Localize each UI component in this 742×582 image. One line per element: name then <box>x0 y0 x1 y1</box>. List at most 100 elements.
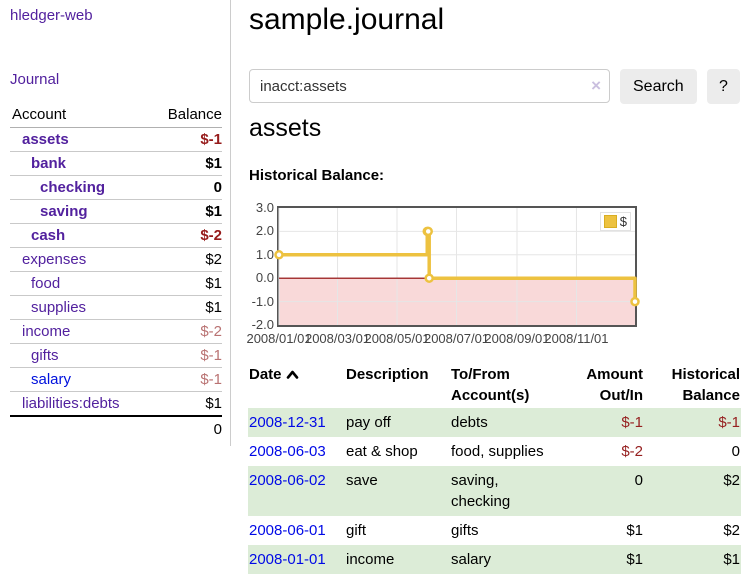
x-tick-label: 2008/11/01 <box>544 331 609 346</box>
transaction-row: 2008-12-31 pay off debts $-1 $-1 <box>248 408 741 437</box>
search-input-wrap: × <box>249 69 610 103</box>
transaction-date-link[interactable]: 2008-06-01 <box>249 522 326 539</box>
y-tick-label: -1.0 <box>251 293 274 309</box>
search-button[interactable]: Search <box>620 69 697 104</box>
page-title: sample.journal <box>249 3 445 36</box>
search-form: × Search ? <box>249 69 742 105</box>
account-row-salary: salary $-1 <box>10 368 222 392</box>
help-button[interactable]: ? <box>707 69 740 104</box>
sort-ascending-icon <box>286 364 299 385</box>
transaction-amount: 0 <box>634 472 643 489</box>
x-tick-label: 2008/05/01 <box>364 331 430 346</box>
account-row-gifts: gifts $-1 <box>10 344 222 368</box>
account-link-saving[interactable]: saving <box>40 203 88 220</box>
column-header-amount-line2: Out/In <box>599 387 643 404</box>
transaction-balance: 0 <box>731 443 740 460</box>
account-link-food[interactable]: food <box>31 275 61 292</box>
transaction-row: 2008-06-01 gift gifts $1 $2 <box>248 516 741 545</box>
column-header-date-sort[interactable]: Date <box>248 362 345 408</box>
column-header-historical-balance: Historical Balance <box>644 362 741 408</box>
transaction-row: 2008-06-03 eat & shop food, supplies $-2… <box>248 437 741 466</box>
historical-balance-chart: 3.0 2.0 1.0 0.0 -1.0 -2.0 $ 2008/01/01 2008/03… <box>246 200 742 351</box>
search-input[interactable] <box>249 69 610 103</box>
chart-canvas <box>274 208 640 325</box>
account-link-income[interactable]: income <box>22 323 71 340</box>
transaction-date-link[interactable]: 2008-06-02 <box>249 472 326 489</box>
account-balance: $1 <box>205 395 222 412</box>
transaction-description: eat & shop <box>346 443 418 460</box>
account-balance: 0 <box>213 179 222 196</box>
column-header-balance-line2: Balance <box>682 387 740 404</box>
transaction-balance: $2 <box>723 522 740 539</box>
account-balance: $-1 <box>200 371 222 388</box>
accounts-total-row: 0 <box>10 417 222 442</box>
app-title-link[interactable]: hledger-web <box>10 7 93 24</box>
legend-swatch-icon <box>603 215 617 228</box>
y-tick-label: 3.0 <box>255 200 274 215</box>
account-balance: $-2 <box>200 227 222 244</box>
account-row-checking: checking 0 <box>10 176 222 200</box>
y-tick-label: -2.0 <box>251 317 274 332</box>
account-link-bank[interactable]: bank <box>31 155 67 172</box>
transaction-amount: $1 <box>626 551 643 568</box>
account-link-liabilities-debts[interactable]: liabilities:debts <box>22 395 120 412</box>
account-link-gifts[interactable]: gifts <box>31 347 59 364</box>
transaction-date-link[interactable]: 2008-01-01 <box>249 551 326 568</box>
transaction-accounts: salary <box>451 551 492 568</box>
account-link-salary[interactable]: salary <box>31 371 72 388</box>
account-row-supplies: supplies $1 <box>10 296 222 320</box>
transaction-date-link[interactable]: 2008-12-31 <box>249 414 326 431</box>
account-row-income: income $-2 <box>10 320 222 344</box>
account-link-assets[interactable]: assets <box>22 131 69 148</box>
accounts-header-account: Account <box>12 106 67 123</box>
chart-y-axis-labels: 3.0 2.0 1.0 0.0 -1.0 -2.0 <box>248 200 274 332</box>
register-header-row: Date Description To/From Account(s) Amou… <box>248 362 741 408</box>
transaction-date-link[interactable]: 2008-06-03 <box>249 443 326 460</box>
column-header-accounts: To/From Account(s) <box>450 362 561 408</box>
account-balance: $2 <box>205 251 222 268</box>
clear-search-icon[interactable]: × <box>591 76 601 95</box>
account-row-food: food $1 <box>10 272 222 296</box>
sidebar-item-journal[interactable]: Journal <box>10 71 60 88</box>
transaction-balance: $-1 <box>718 414 740 431</box>
sidebar: hledger-web Journal Account Balance asse… <box>0 0 231 582</box>
account-link-supplies[interactable]: supplies <box>31 299 87 316</box>
accounts-total-value: 0 <box>213 421 222 438</box>
x-tick-label: 2008/07/01 <box>423 331 490 346</box>
account-row-saving: saving $1 <box>10 200 222 224</box>
transaction-description: save <box>346 472 378 489</box>
column-header-accounts-line1: To/From <box>451 366 510 383</box>
transaction-accounts: gifts <box>451 522 479 539</box>
transaction-balance: $2 <box>723 472 740 489</box>
main-content: sample.journal × Search ? assets Histori… <box>246 0 742 582</box>
transaction-accounts: saving, checking <box>451 472 511 510</box>
y-tick-label: 1.0 <box>255 246 274 262</box>
transaction-description: pay off <box>346 414 391 431</box>
transaction-accounts: debts <box>451 414 488 431</box>
accounts-table-header: Account Balance <box>10 103 222 128</box>
transaction-row: 2008-01-01 income salary $1 $1 <box>248 545 741 574</box>
x-tick-label: 2008/01/01 <box>246 331 312 346</box>
column-header-amount: Amount Out/In <box>561 362 644 408</box>
transaction-amount: $1 <box>626 522 643 539</box>
column-header-amount-line1: Amount <box>586 366 643 383</box>
transaction-description: gift <box>346 522 367 539</box>
y-tick-label: 0.0 <box>255 270 274 286</box>
account-link-checking[interactable]: checking <box>40 179 106 196</box>
account-balance: $1 <box>205 299 222 316</box>
column-header-accounts-line2: Account(s) <box>451 387 530 404</box>
column-header-balance-line1: Historical <box>671 366 740 383</box>
account-row-liabilities-debts: liabilities:debts $1 <box>10 392 222 417</box>
account-balance: $1 <box>205 275 222 292</box>
account-row-bank: bank $1 <box>10 152 222 176</box>
account-row-cash: cash $-2 <box>10 224 222 248</box>
chart-legend: $ <box>599 212 631 231</box>
register-table: Date Description To/From Account(s) Amou… <box>248 362 741 574</box>
account-link-expenses[interactable]: expenses <box>22 251 87 268</box>
transaction-amount: $-2 <box>621 443 643 460</box>
accounts-header-balance: Balance <box>167 106 222 123</box>
account-row-expenses: expenses $2 <box>10 248 222 272</box>
column-header-date-label: Date <box>249 366 282 383</box>
account-link-cash[interactable]: cash <box>31 227 66 244</box>
account-heading: assets <box>249 114 322 142</box>
